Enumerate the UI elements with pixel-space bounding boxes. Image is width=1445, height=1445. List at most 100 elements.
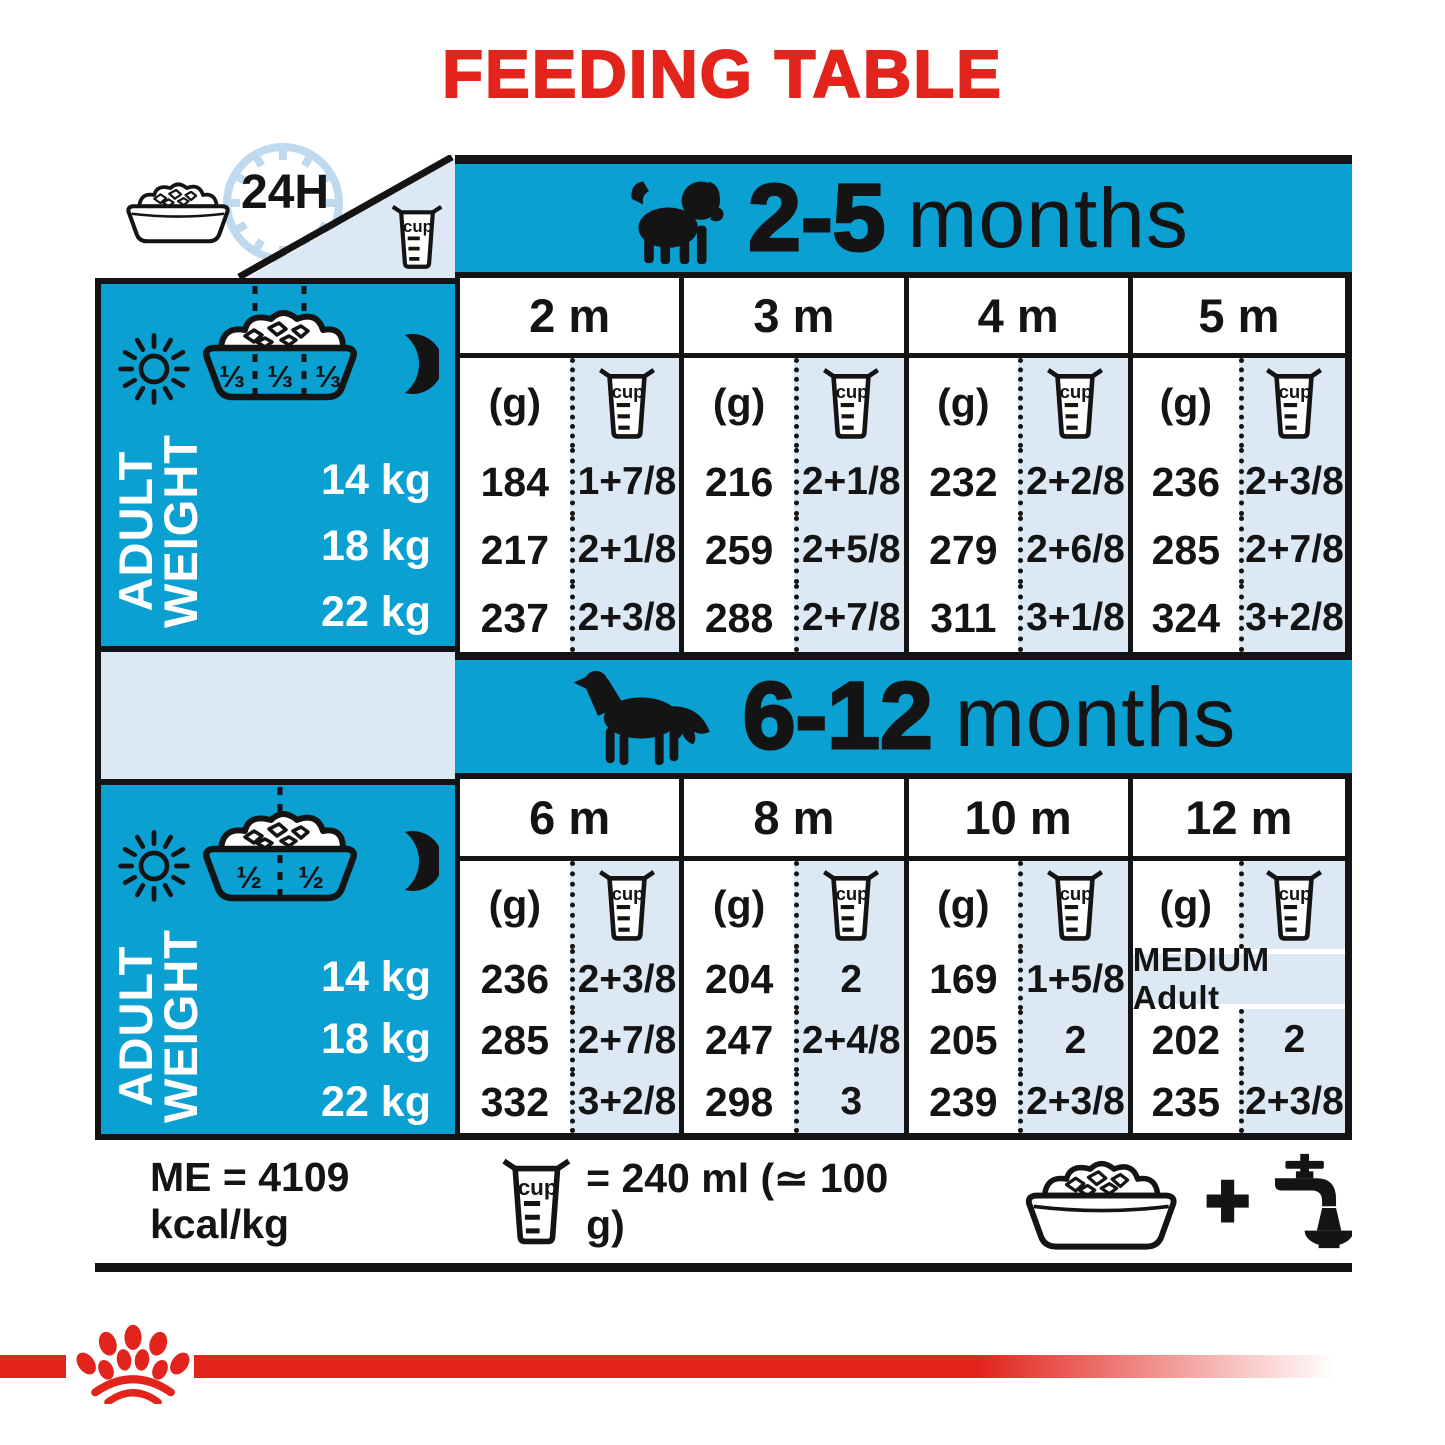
ration-grid-2-5: 2 m 3 m 4 m 5 m (g) cup 184 1+7/8 217 2+… (455, 278, 1352, 652)
grams-value-cell: 237 (460, 584, 570, 652)
grams-value-cell: 259 (684, 516, 794, 584)
feeding-table: 24H cup (95, 143, 1352, 1140)
footer-food-bowl-icon (1025, 1160, 1177, 1250)
grams-unit-label: (g) (460, 861, 570, 949)
grams-value-cell: 232 (908, 448, 1019, 516)
grams-value-cell: 184 (460, 448, 570, 516)
age-range-word: months (907, 171, 1189, 265)
cup-value-cell: 2+4/8 (793, 1010, 904, 1072)
cup-value-cell: 1+7/8 (569, 448, 680, 516)
month-header-cell: 3 m (679, 278, 904, 358)
age-band-2-5-months: 2-5 months (455, 155, 1352, 278)
grams-unit-label: (g) (460, 358, 570, 448)
month-header-cell: 6 m (455, 779, 680, 861)
red-brand-band-gradient (194, 1355, 1346, 1378)
cup-value-cell: 2+7/8 (1238, 516, 1345, 584)
sun-icon (118, 830, 190, 902)
month-header-cell: 8 m (679, 779, 904, 861)
weight-rows: 14 kg 18 kg 22 kg (240, 448, 455, 646)
measuring-cup-icon: cup (1266, 870, 1323, 941)
cup-icon-label: cup (612, 381, 645, 402)
weight-row-label: 14 kg (321, 456, 431, 505)
month-column-body: (g) cup 236 2+3/8 285 2+7/8 324 3+2/8 (1127, 358, 1352, 652)
month-column-body: (g) cup 232 2+2/8 279 2+6/8 311 3+1/8 (903, 358, 1128, 652)
adult-weight-line2: WEIGHT (154, 929, 208, 1123)
cup-icon-label: cup (836, 381, 869, 402)
weight-row-label: 18 kg (321, 1015, 431, 1064)
cup-icon-label: cup (1060, 883, 1093, 904)
age-range-label: 6-12 (741, 663, 934, 769)
fraction-label: ½ (236, 860, 262, 895)
label-24h: 24H (241, 166, 330, 219)
measuring-cup-icon: cup (1266, 368, 1323, 439)
adult-weight-title: ADULT WEIGHT (109, 402, 223, 660)
month-column-body: (g) cup 169 1+5/8 205 2 239 2+3/8 (903, 861, 1128, 1140)
grams-value-cell: 236 (460, 949, 570, 1011)
adult-dog-icon (573, 670, 710, 765)
cup-value-cell: 2+7/8 (569, 1010, 680, 1072)
cup-value-cell: 3+2/8 (569, 1071, 680, 1133)
adult-weight-line1: ADULT (109, 945, 162, 1107)
month-column-body-12m: (g) cup MEDIUM Adult 202 2 235 2+3/8 (1127, 861, 1352, 1140)
cup-value-cell: 2+3/8 (1018, 1071, 1128, 1133)
cup-column-header: cup (569, 861, 680, 949)
fraction-label: ⅓ (219, 359, 245, 394)
cup-column-header: cup (1238, 358, 1345, 448)
grams-value-cell: 285 (1132, 516, 1239, 584)
cup-icon-label: cup (612, 883, 645, 904)
red-brand-band (0, 1355, 66, 1378)
grams-value-cell: 202 (1132, 1009, 1239, 1071)
cup-value-cell: 2+7/8 (793, 584, 904, 652)
weight-row-label: 18 kg (321, 522, 431, 571)
moon-icon (405, 831, 439, 891)
weight-row-label: 14 kg (321, 952, 431, 1001)
grams-unit-label: (g) (684, 861, 794, 949)
cup-value-cell: 2+3/8 (569, 584, 680, 652)
grams-value-cell: 311 (908, 584, 1019, 652)
age-range-label: 2-5 (747, 164, 887, 271)
cup-value-cell: 3+2/8 (1238, 584, 1345, 652)
adult-weight-line2: WEIGHT (154, 434, 208, 628)
footer-legend: ME = 4109 kcal/kg cup = 240 ml (≃ 100 g)… (95, 1140, 1352, 1262)
food-bowl-fractions-icon: ½ ½ (203, 787, 357, 902)
grams-unit-label: (g) (1132, 358, 1239, 448)
adult-weight-panel-1: ⅓ ⅓ ⅓ ADULT WEIGHT 14 kg 18 kg 22 kg (95, 278, 455, 652)
cup-column-header: cup (1018, 861, 1128, 949)
cup-value-cell: 2+5/8 (793, 516, 904, 584)
month-header-cell: 5 m (1127, 278, 1352, 358)
food-bowl-fractions-icon: ⅓ ⅓ ⅓ (203, 286, 357, 401)
page-title: FEEDING TABLE (441, 36, 1003, 113)
plus-icon: + (1204, 1159, 1252, 1242)
cup-icon-label: cup (1279, 381, 1312, 402)
moon-icon (405, 334, 439, 394)
month-column-body: (g) cup 236 2+3/8 285 2+7/8 332 3+2/8 (455, 861, 680, 1140)
cup-value-cell: 2+1/8 (793, 448, 904, 516)
grams-unit-label: (g) (908, 861, 1019, 949)
daily-ration-bowl-icon (126, 182, 230, 244)
cup-column-header: cup (793, 358, 904, 448)
sun-icon (118, 333, 190, 405)
month-column-body: (g) cup 184 1+7/8 217 2+1/8 237 2+3/8 (455, 358, 680, 652)
month-column-body: (g) cup 216 2+1/8 259 2+5/8 288 2+7/8 (679, 358, 904, 652)
measuring-cup-icon: cup (1047, 870, 1104, 941)
month-header-cell: 10 m (903, 779, 1128, 861)
grams-value-cell: 204 (684, 949, 794, 1011)
fraction-label: ½ (298, 860, 324, 895)
cup-column-header: cup (793, 861, 904, 949)
month-column-body: (g) cup 204 2 247 2+4/8 298 3 (679, 861, 904, 1140)
grams-value-cell: 298 (684, 1071, 794, 1133)
measuring-cup-icon: cup (823, 870, 880, 941)
fraction-label: ⅓ (315, 359, 341, 394)
grams-value-cell: 324 (1132, 584, 1239, 652)
cup-column-header: cup (1018, 358, 1128, 448)
cup-value-cell: 1+5/8 (1018, 949, 1128, 1011)
cup-value-cell: 2 (793, 949, 904, 1011)
cup-value-cell: 2+3/8 (1238, 448, 1345, 516)
grams-value-cell: 279 (908, 516, 1019, 584)
month-header-cell: 4 m (903, 278, 1128, 358)
puppy-icon (631, 181, 724, 265)
cup-value-cell: 2 (1238, 1009, 1345, 1071)
adult-weight-line1: ADULT (109, 450, 162, 612)
royal-canin-paw-logo (76, 1324, 190, 1404)
